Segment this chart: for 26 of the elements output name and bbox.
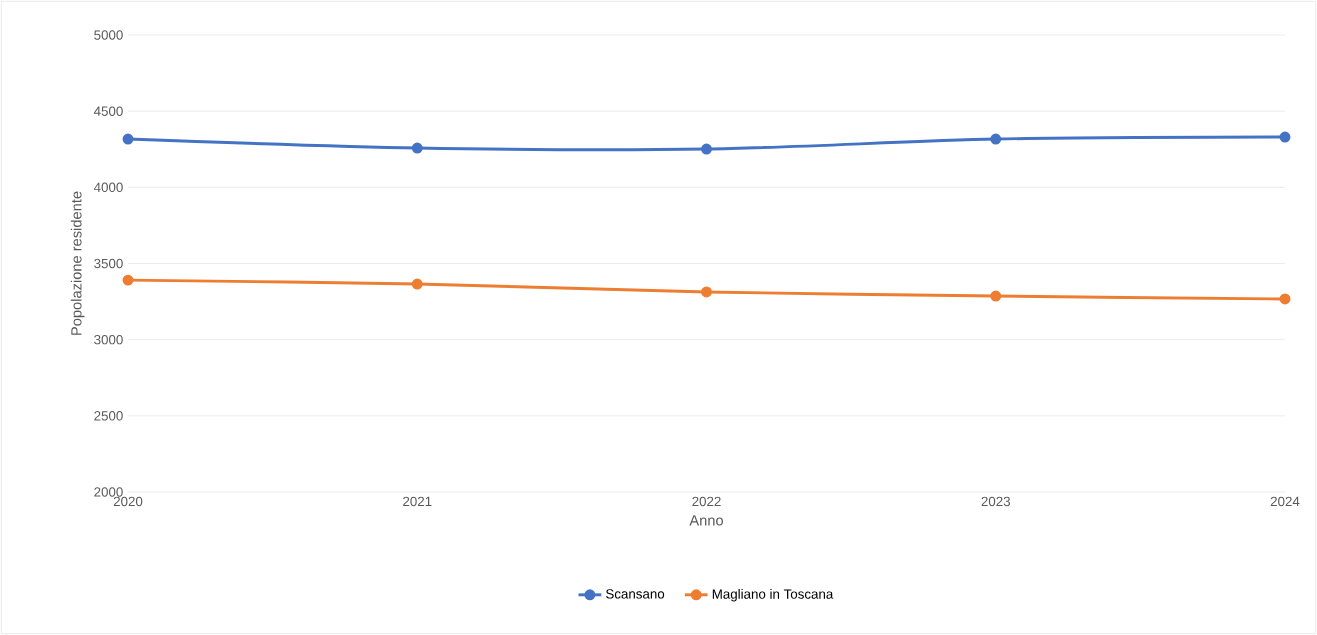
x-tick-label: 2021 xyxy=(403,496,432,507)
point xyxy=(990,290,1002,302)
y-tick-label: 2000 xyxy=(94,487,123,497)
point xyxy=(1279,293,1291,305)
x-tick-label: 2023 xyxy=(981,496,1010,507)
y-tick-label: 3000 xyxy=(94,334,123,345)
x-axis-title: Anno xyxy=(689,515,723,526)
point xyxy=(411,142,423,154)
point xyxy=(990,133,1002,145)
y-tick-label: 3500 xyxy=(94,258,123,269)
y-tick-label: 4000 xyxy=(93,182,123,193)
legend-label: Scansano xyxy=(606,589,665,599)
x-tick-label: 2024 xyxy=(1270,496,1300,507)
y-tick-label: 2500 xyxy=(94,411,123,421)
y-axis-title: Popolazione residente xyxy=(70,191,85,335)
y-tick-label: 5000 xyxy=(94,30,123,40)
y-tick-label: 4500 xyxy=(93,106,123,116)
point xyxy=(1279,131,1291,143)
x-tick-label: 2020 xyxy=(113,496,143,507)
point xyxy=(411,278,423,290)
point xyxy=(701,143,712,155)
x-tick-label: 2022 xyxy=(692,496,721,507)
point xyxy=(122,274,134,286)
point xyxy=(701,286,712,298)
point xyxy=(122,133,134,145)
legend-label: Magliano in Toscana xyxy=(712,588,834,602)
